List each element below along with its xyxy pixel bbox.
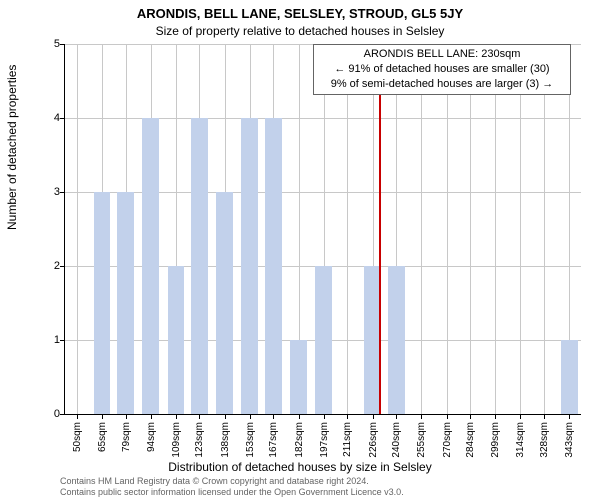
callout-line1: ARONDIS BELL LANE: 230sqm — [317, 47, 567, 62]
xtick-label: 138sqm — [220, 422, 231, 466]
xtick-label: 240sqm — [391, 422, 402, 466]
xtick-label: 270sqm — [442, 422, 453, 466]
xtick-label: 50sqm — [72, 422, 83, 466]
ytick-label: 3 — [40, 186, 60, 198]
xtick-label: 314sqm — [515, 422, 526, 466]
xtick-mark — [299, 414, 300, 419]
xtick-mark — [447, 414, 448, 419]
gridline-v — [470, 44, 471, 414]
histogram-bar — [290, 340, 307, 414]
ytick-mark — [60, 340, 65, 341]
histogram-bar — [315, 266, 332, 414]
xtick-mark — [347, 414, 348, 419]
ytick-mark — [60, 118, 65, 119]
callout-box: ARONDIS BELL LANE: 230sqm ← 91% of detac… — [313, 44, 571, 95]
gridline-v — [347, 44, 348, 414]
reference-line — [379, 44, 381, 414]
ytick-label: 2 — [40, 260, 60, 272]
histogram-bar — [191, 118, 208, 414]
xtick-mark — [373, 414, 374, 419]
xtick-mark — [470, 414, 471, 419]
xtick-label: 284sqm — [465, 422, 476, 466]
gridline-v — [544, 44, 545, 414]
xtick-mark — [102, 414, 103, 419]
xtick-label: 167sqm — [268, 422, 279, 466]
xtick-mark — [151, 414, 152, 419]
footer-line1: Contains HM Land Registry data © Crown c… — [60, 476, 590, 487]
xtick-label: 94sqm — [146, 422, 157, 466]
xtick-label: 79sqm — [121, 422, 132, 466]
gridline-v — [520, 44, 521, 414]
histogram-bar — [117, 192, 134, 414]
xtick-mark — [421, 414, 422, 419]
xtick-label: 328sqm — [539, 422, 550, 466]
xtick-mark — [544, 414, 545, 419]
ytick-label: 5 — [40, 38, 60, 50]
xtick-mark — [324, 414, 325, 419]
xtick-mark — [199, 414, 200, 419]
xtick-mark — [77, 414, 78, 419]
histogram-bar — [388, 266, 405, 414]
y-axis-label: Number of detached properties — [5, 65, 19, 230]
xtick-label: 65sqm — [97, 422, 108, 466]
callout-line3: 9% of semi-detached houses are larger (3… — [317, 77, 567, 92]
page-subtitle: Size of property relative to detached ho… — [0, 24, 600, 38]
xtick-label: 211sqm — [342, 422, 353, 466]
histogram-bar — [265, 118, 282, 414]
xtick-label: 226sqm — [368, 422, 379, 466]
ytick-label: 4 — [40, 112, 60, 124]
ytick-mark — [60, 414, 65, 415]
xtick-mark — [273, 414, 274, 419]
gridline-v — [495, 44, 496, 414]
ytick-mark — [60, 192, 65, 193]
histogram-plot — [64, 44, 581, 415]
footer: Contains HM Land Registry data © Crown c… — [60, 476, 590, 499]
histogram-bar — [168, 266, 185, 414]
xtick-label: 109sqm — [171, 422, 182, 466]
histogram-bar — [142, 118, 159, 414]
xtick-mark — [495, 414, 496, 419]
xtick-label: 299sqm — [490, 422, 501, 466]
xtick-label: 255sqm — [416, 422, 427, 466]
xtick-label: 343sqm — [564, 422, 575, 466]
xtick-label: 182sqm — [294, 422, 305, 466]
page-title: ARONDIS, BELL LANE, SELSLEY, STROUD, GL5… — [0, 6, 600, 21]
histogram-bar — [94, 192, 111, 414]
histogram-bar — [561, 340, 578, 414]
histogram-bar — [241, 118, 258, 414]
gridline-v — [447, 44, 448, 414]
footer-line2: Contains public sector information licen… — [60, 487, 590, 498]
histogram-bar — [216, 192, 233, 414]
ytick-label: 1 — [40, 334, 60, 346]
ytick-label: 0 — [40, 408, 60, 420]
xtick-mark — [250, 414, 251, 419]
xtick-mark — [176, 414, 177, 419]
xtick-mark — [396, 414, 397, 419]
xtick-label: 123sqm — [194, 422, 205, 466]
xtick-mark — [520, 414, 521, 419]
gridline-v — [421, 44, 422, 414]
xtick-label: 153sqm — [245, 422, 256, 466]
callout-line2: ← 91% of detached houses are smaller (30… — [317, 62, 567, 77]
xtick-mark — [126, 414, 127, 419]
xtick-mark — [569, 414, 570, 419]
ytick-mark — [60, 44, 65, 45]
xtick-label: 197sqm — [319, 422, 330, 466]
xtick-mark — [225, 414, 226, 419]
ytick-mark — [60, 266, 65, 267]
gridline-v — [77, 44, 78, 414]
